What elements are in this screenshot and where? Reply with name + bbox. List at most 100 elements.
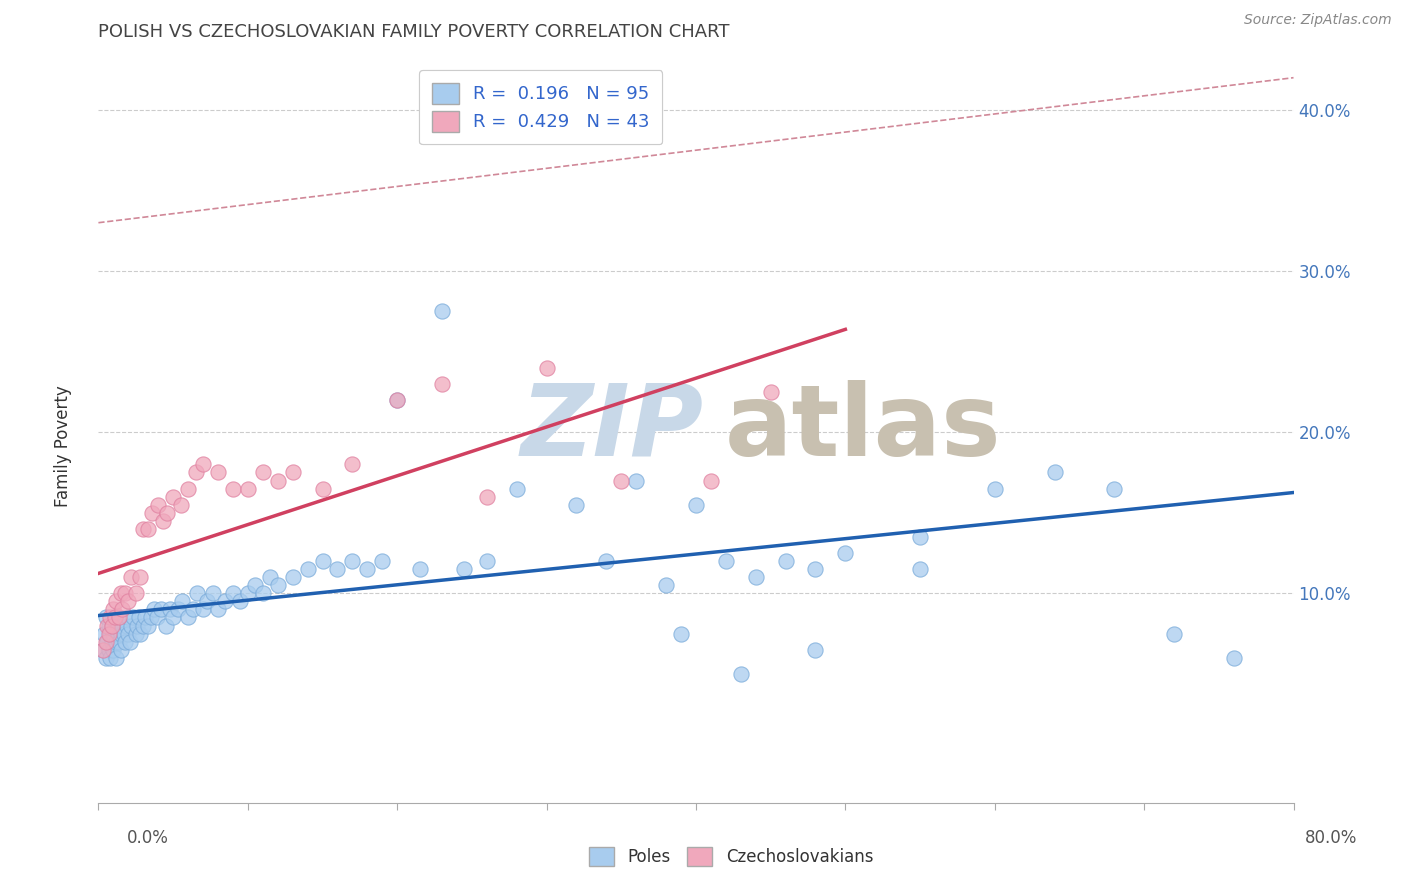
Text: POLISH VS CZECHOSLOVAKIAN FAMILY POVERTY CORRELATION CHART: POLISH VS CZECHOSLOVAKIAN FAMILY POVERTY…	[98, 23, 730, 41]
Point	[214, 594, 236, 608]
Point	[98, 626, 122, 640]
Point	[385, 392, 409, 407]
Point	[101, 634, 124, 648]
Point	[197, 594, 219, 608]
Point	[117, 594, 139, 608]
Point	[207, 602, 229, 616]
Point	[610, 474, 633, 488]
Point	[775, 554, 797, 568]
Point	[110, 626, 132, 640]
Text: atlas: atlas	[725, 380, 1001, 476]
Point	[114, 586, 136, 600]
Point	[101, 618, 124, 632]
Point	[129, 626, 152, 640]
Point	[104, 610, 127, 624]
Point	[475, 554, 498, 568]
Point	[1104, 482, 1126, 496]
Point	[97, 642, 120, 657]
Point	[94, 610, 117, 624]
Point	[804, 562, 827, 576]
Point	[134, 610, 156, 624]
Point	[186, 586, 208, 600]
Point	[236, 586, 259, 600]
Point	[267, 474, 290, 488]
Legend: Poles, Czechoslovakians: Poles, Czechoslovakians	[581, 838, 882, 875]
Point	[685, 498, 707, 512]
Point	[177, 482, 200, 496]
Point	[108, 634, 131, 648]
Point	[142, 602, 165, 616]
Point	[908, 530, 931, 544]
Point	[207, 466, 229, 480]
Point	[114, 634, 136, 648]
Point	[125, 586, 148, 600]
Point	[908, 562, 931, 576]
Point	[714, 554, 737, 568]
Point	[115, 618, 138, 632]
Point	[118, 634, 141, 648]
Point	[162, 610, 184, 624]
Point	[152, 514, 174, 528]
Point	[97, 626, 120, 640]
Point	[730, 666, 752, 681]
Point	[759, 384, 782, 399]
Point	[97, 618, 120, 632]
Point	[804, 642, 827, 657]
Point	[408, 562, 430, 576]
Point	[267, 578, 290, 592]
Point	[155, 618, 177, 632]
Point	[536, 360, 558, 375]
Point	[98, 610, 122, 624]
Point	[536, 87, 558, 101]
Point	[430, 304, 453, 318]
Point	[111, 618, 134, 632]
Point	[669, 626, 692, 640]
Point	[132, 618, 155, 632]
Point	[252, 466, 274, 480]
Point	[96, 618, 118, 632]
Point	[172, 594, 194, 608]
Point	[129, 570, 152, 584]
Point	[745, 570, 768, 584]
Point	[475, 490, 498, 504]
Point	[181, 602, 204, 616]
Point	[98, 650, 122, 665]
Point	[281, 466, 304, 480]
Point	[136, 618, 159, 632]
Text: Source: ZipAtlas.com: Source: ZipAtlas.com	[1244, 13, 1392, 28]
Point	[595, 554, 617, 568]
Point	[141, 506, 163, 520]
Point	[162, 490, 184, 504]
Point	[565, 498, 588, 512]
Point	[105, 634, 128, 648]
Point	[177, 610, 200, 624]
Point	[104, 610, 127, 624]
Point	[311, 482, 333, 496]
Point	[342, 554, 364, 568]
Point	[139, 610, 162, 624]
Text: 0.0%: 0.0%	[127, 829, 169, 847]
Point	[1223, 650, 1246, 665]
Point	[222, 586, 245, 600]
Point	[453, 562, 475, 576]
Point	[132, 522, 155, 536]
Point	[117, 610, 139, 624]
Point	[127, 618, 149, 632]
Point	[311, 554, 333, 568]
Legend: R =  0.196   N = 95, R =  0.429   N = 43: R = 0.196 N = 95, R = 0.429 N = 43	[419, 70, 662, 145]
Point	[145, 610, 167, 624]
Point	[103, 642, 125, 657]
Point	[202, 586, 225, 600]
Point	[342, 458, 364, 472]
Point	[191, 458, 214, 472]
Point	[94, 650, 117, 665]
Point	[121, 610, 143, 624]
Point	[229, 594, 252, 608]
Point	[356, 562, 378, 576]
Point	[245, 578, 267, 592]
Point	[110, 586, 132, 600]
Point	[91, 642, 114, 657]
Point	[655, 578, 678, 592]
Point	[191, 602, 214, 616]
Point	[506, 482, 529, 496]
